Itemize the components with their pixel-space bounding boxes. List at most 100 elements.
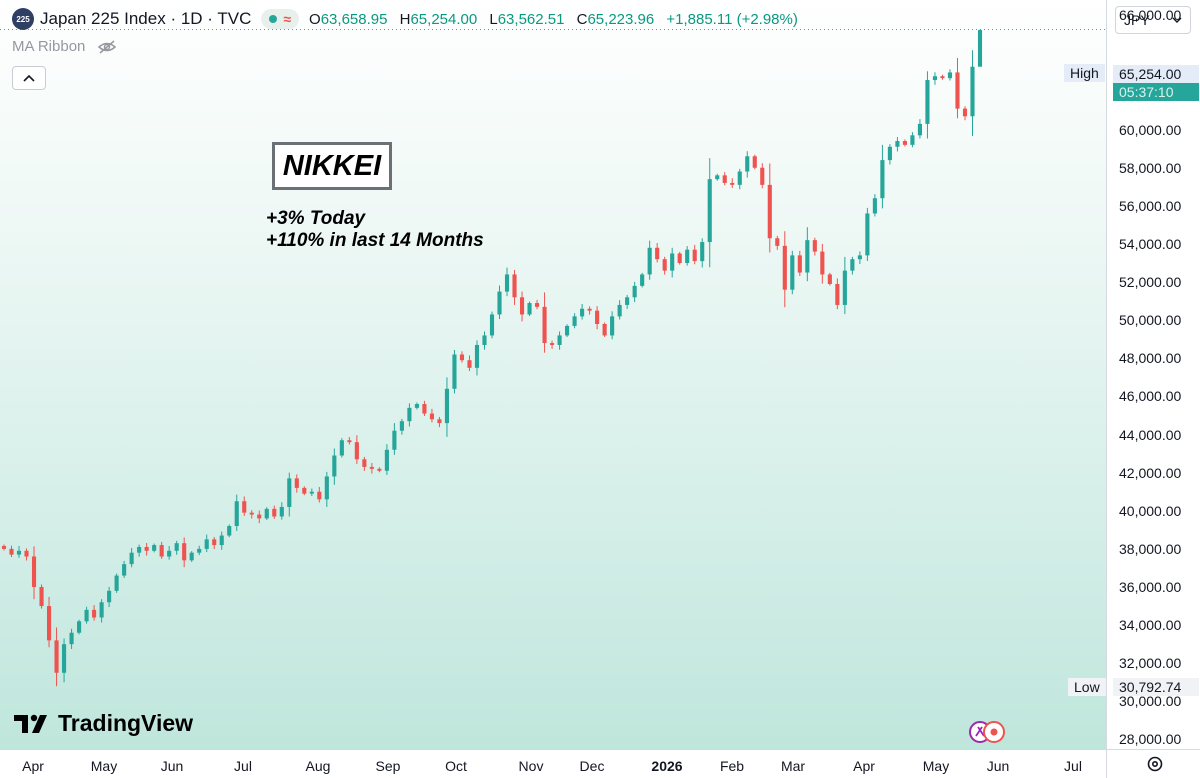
candle <box>242 496 247 516</box>
candle <box>482 331 487 350</box>
candle <box>610 311 615 340</box>
candle <box>647 240 652 280</box>
eye-hidden-icon[interactable] <box>97 39 117 55</box>
axis-corner[interactable] <box>1106 749 1200 778</box>
candle-body <box>212 539 217 546</box>
candlestick-chart[interactable] <box>0 0 1106 749</box>
candle <box>212 536 217 550</box>
price-tick-label: 58,000.00 <box>1119 159 1182 176</box>
candle <box>602 322 607 338</box>
candle <box>84 606 89 624</box>
candle <box>302 486 307 496</box>
candle-body <box>61 644 67 673</box>
candle-body <box>917 123 923 136</box>
candle <box>429 408 435 423</box>
price-tick-label: 36,000.00 <box>1119 579 1182 595</box>
time-tick-label: Feb <box>719 758 745 774</box>
candle <box>182 537 187 568</box>
price-axis[interactable]: JPY 66,000.0062,000.0060,000.0058,000.00… <box>1106 0 1200 749</box>
indicator-row[interactable]: MA Ribbon <box>12 38 117 55</box>
gear-icon[interactable] <box>1145 754 1165 774</box>
candle <box>580 303 585 320</box>
candle <box>309 488 314 496</box>
candle-body <box>16 550 22 555</box>
symbol-title[interactable]: Japan 225 Index · 1D · TVC <box>40 9 252 28</box>
candle <box>9 545 14 557</box>
price-tick-label: 46,000.00 <box>1119 388 1182 405</box>
time-tick-label: Aug <box>305 758 331 774</box>
candle-body <box>84 609 89 622</box>
candle-body <box>519 297 525 315</box>
collapse-legend-button[interactable] <box>12 66 46 90</box>
candle <box>895 137 900 152</box>
candle-body <box>414 404 419 408</box>
indicator-name[interactable]: MA Ribbon <box>12 38 86 55</box>
candle <box>797 250 802 276</box>
time-tick-label: Apr <box>22 758 44 774</box>
price-tick-label: 44,000.00 <box>1119 426 1182 443</box>
candle-body <box>354 442 359 460</box>
candle <box>392 423 397 455</box>
candle <box>92 605 97 621</box>
candle <box>947 69 953 81</box>
candle <box>377 467 382 473</box>
candle <box>249 510 254 519</box>
candle-body <box>887 146 892 161</box>
candle-body <box>31 556 37 588</box>
candle-body <box>610 316 615 336</box>
symbol-badge[interactable]: 225 <box>12 8 34 30</box>
price-tick-label: 56,000.00 <box>1119 197 1182 214</box>
candle-body <box>715 175 720 180</box>
price-tick-label: 42,000.00 <box>1119 464 1182 481</box>
candle-body <box>534 303 540 307</box>
candle-body <box>332 455 337 477</box>
currency-selector[interactable]: JPY <box>1115 6 1191 34</box>
candle-body <box>820 251 825 275</box>
annotation-title-box: NIKKEI <box>272 142 392 190</box>
candle-body <box>947 72 953 79</box>
candle-body <box>625 297 630 305</box>
candle <box>632 281 637 303</box>
candle <box>962 106 968 121</box>
price-tick-label: 38,000.00 <box>1119 540 1182 557</box>
price-tick-label: 40,000.00 <box>1119 502 1182 519</box>
event-markers-icon[interactable] <box>968 720 1006 744</box>
candle-body <box>872 198 877 214</box>
candle <box>790 250 795 295</box>
candle-body <box>722 175 727 183</box>
candle <box>219 531 224 550</box>
candle-body <box>895 141 900 147</box>
candle <box>422 400 427 416</box>
candle-body <box>655 247 660 260</box>
candle <box>715 173 720 181</box>
chart-area[interactable]: 225 Japan 225 Index · 1D · TVC ≈ O63,658… <box>0 0 1106 749</box>
market-status[interactable]: ≈ <box>261 9 300 29</box>
candle <box>587 306 592 315</box>
candle <box>775 235 780 250</box>
data-feed-icon: ≈ <box>283 11 292 27</box>
candle <box>24 548 29 561</box>
time-tick-label: Apr <box>853 758 875 774</box>
candle <box>565 324 570 338</box>
candle-body <box>197 548 202 553</box>
time-axis[interactable]: Apr May Jun Jul Aug Sep Oct Nov Dec 2026 Feb Mar Apr… <box>0 749 1106 778</box>
price-tick-label: 66,000.00 <box>1119 7 1182 24</box>
price-tick-label: 30,000.00 <box>1119 693 1182 710</box>
candle-body <box>549 343 555 345</box>
candle <box>204 534 209 553</box>
candle-body <box>685 249 690 264</box>
candle-body <box>152 545 157 551</box>
candle-body <box>137 546 142 553</box>
candle <box>174 540 179 555</box>
price-tick-label: 54,000.00 <box>1119 235 1182 252</box>
tradingview-logo[interactable]: TradingView <box>14 710 193 737</box>
candle-body <box>264 508 269 519</box>
candle-body <box>347 440 352 443</box>
candle-body <box>1 546 7 549</box>
candle <box>489 311 495 339</box>
annotation-line-1: +3% Today <box>266 208 366 229</box>
candle-body <box>129 552 134 565</box>
candle <box>977 29 983 67</box>
candle-body <box>775 238 780 246</box>
candle-body <box>384 449 389 471</box>
